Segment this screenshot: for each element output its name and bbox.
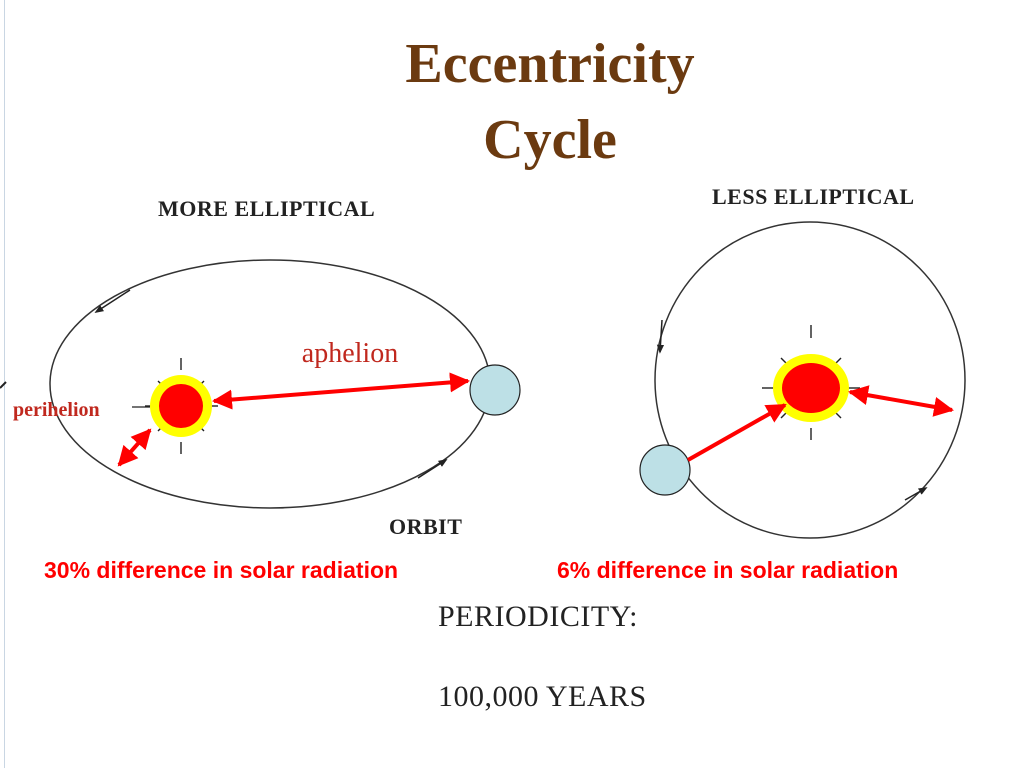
right-heading: LESS ELLIPTICAL <box>712 184 915 209</box>
right-near-arrow <box>687 403 787 462</box>
right-caption: 6% difference in solar radiation <box>557 557 899 583</box>
slide-title-line1: Eccentricity <box>405 33 695 95</box>
periodicity-label: PERIODICITY: <box>438 600 638 633</box>
left-heading: MORE ELLIPTICAL <box>158 196 376 221</box>
right-orbit-ellipse <box>654 221 966 539</box>
left-sun-core <box>159 384 203 428</box>
right-orbit-arrow-bottom <box>904 487 928 501</box>
right-far-arrow <box>848 385 954 417</box>
left-planet <box>469 364 521 416</box>
left-orbit-group <box>49 259 521 509</box>
slide-title-line2: Cycle <box>483 109 617 171</box>
left-perihelion-arrow <box>117 428 152 467</box>
left-aphelion-arrow <box>212 372 470 410</box>
left-caption: 30% difference in solar radiation <box>44 557 399 583</box>
orbit-label: ORBIT <box>389 514 463 539</box>
edge-pointer-mark <box>0 381 7 389</box>
right-orbit-group <box>639 221 966 539</box>
right-planet <box>639 444 691 496</box>
right-orbit-arrow-left <box>656 319 665 354</box>
left-orbit-arrow-top <box>94 289 131 313</box>
left-orbit-arrow-bottom <box>417 459 448 479</box>
right-sun-core <box>782 363 840 413</box>
aphelion-label: aphelion <box>302 338 398 369</box>
perihelion-label: perihelion <box>13 399 100 421</box>
periodicity-value: 100,000 YEARS <box>438 680 647 713</box>
